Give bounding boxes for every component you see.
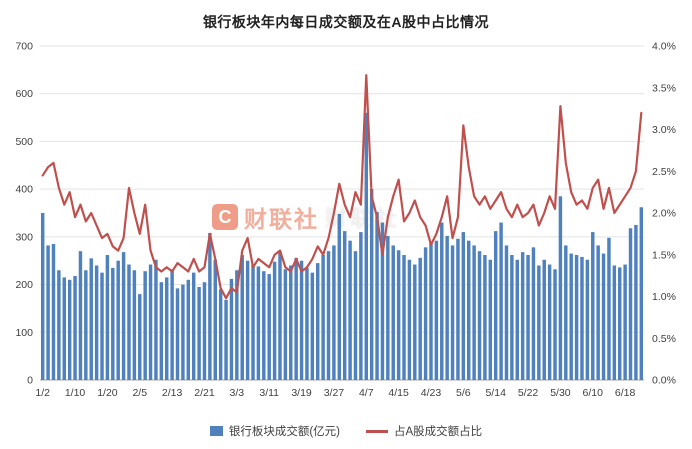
svg-text:5/30: 5/30: [550, 387, 571, 399]
svg-text:5/22: 5/22: [518, 387, 539, 399]
svg-text:3/3: 3/3: [230, 387, 245, 399]
svg-text:200: 200: [15, 279, 33, 291]
svg-text:4/7: 4/7: [359, 387, 374, 399]
svg-text:3/11: 3/11: [259, 387, 279, 399]
svg-text:1/2: 1/2: [35, 387, 50, 399]
svg-text:0.5%: 0.5%: [652, 333, 676, 345]
legend-line-label: 占A股成交额占比: [394, 426, 483, 438]
svg-text:1/20: 1/20: [97, 387, 118, 399]
svg-text:5/14: 5/14: [485, 387, 506, 399]
legend-item-line: 占A股成交额占比: [366, 423, 482, 439]
svg-text:500: 500: [15, 136, 33, 148]
svg-text:4.0%: 4.0%: [652, 41, 676, 53]
svg-text:0.0%: 0.0%: [652, 375, 676, 387]
bar-swatch-icon: [209, 426, 223, 436]
svg-text:2.5%: 2.5%: [652, 166, 676, 178]
legend-bar-label: 银行板块成交额(亿元): [228, 426, 340, 438]
chart-title: 银行板块年内每日成交额及在A股中占比情况: [202, 14, 490, 30]
svg-text:2/21: 2/21: [194, 387, 215, 399]
svg-text:4/23: 4/23: [421, 387, 442, 399]
svg-text:2/13: 2/13: [162, 387, 183, 399]
svg-text:600: 600: [15, 88, 33, 100]
svg-text:1/10: 1/10: [65, 387, 86, 399]
svg-text:1.5%: 1.5%: [652, 249, 676, 261]
svg-text:400: 400: [15, 184, 33, 196]
svg-text:300: 300: [15, 231, 33, 243]
svg-text:6/18: 6/18: [615, 387, 636, 399]
svg-text:6/10: 6/10: [583, 387, 604, 399]
svg-text:3/27: 3/27: [324, 387, 345, 399]
svg-text:1.0%: 1.0%: [652, 291, 676, 303]
svg-text:3.0%: 3.0%: [652, 124, 676, 136]
svg-text:100: 100: [15, 327, 33, 339]
svg-text:3.5%: 3.5%: [652, 82, 676, 94]
svg-text:2.0%: 2.0%: [652, 208, 676, 220]
svg-text:3/19: 3/19: [291, 387, 312, 399]
svg-text:4/15: 4/15: [388, 387, 409, 399]
svg-text:2/5: 2/5: [132, 387, 147, 399]
svg-text:700: 700: [15, 41, 33, 53]
svg-text:5/6: 5/6: [456, 387, 471, 399]
chart-legend: 银行板块成交额(亿元) 占A股成交额占比: [0, 423, 692, 439]
line-swatch-icon: [366, 429, 388, 433]
svg-text:0: 0: [27, 375, 33, 387]
legend-item-bar: 银行板块成交额(亿元): [209, 423, 340, 439]
